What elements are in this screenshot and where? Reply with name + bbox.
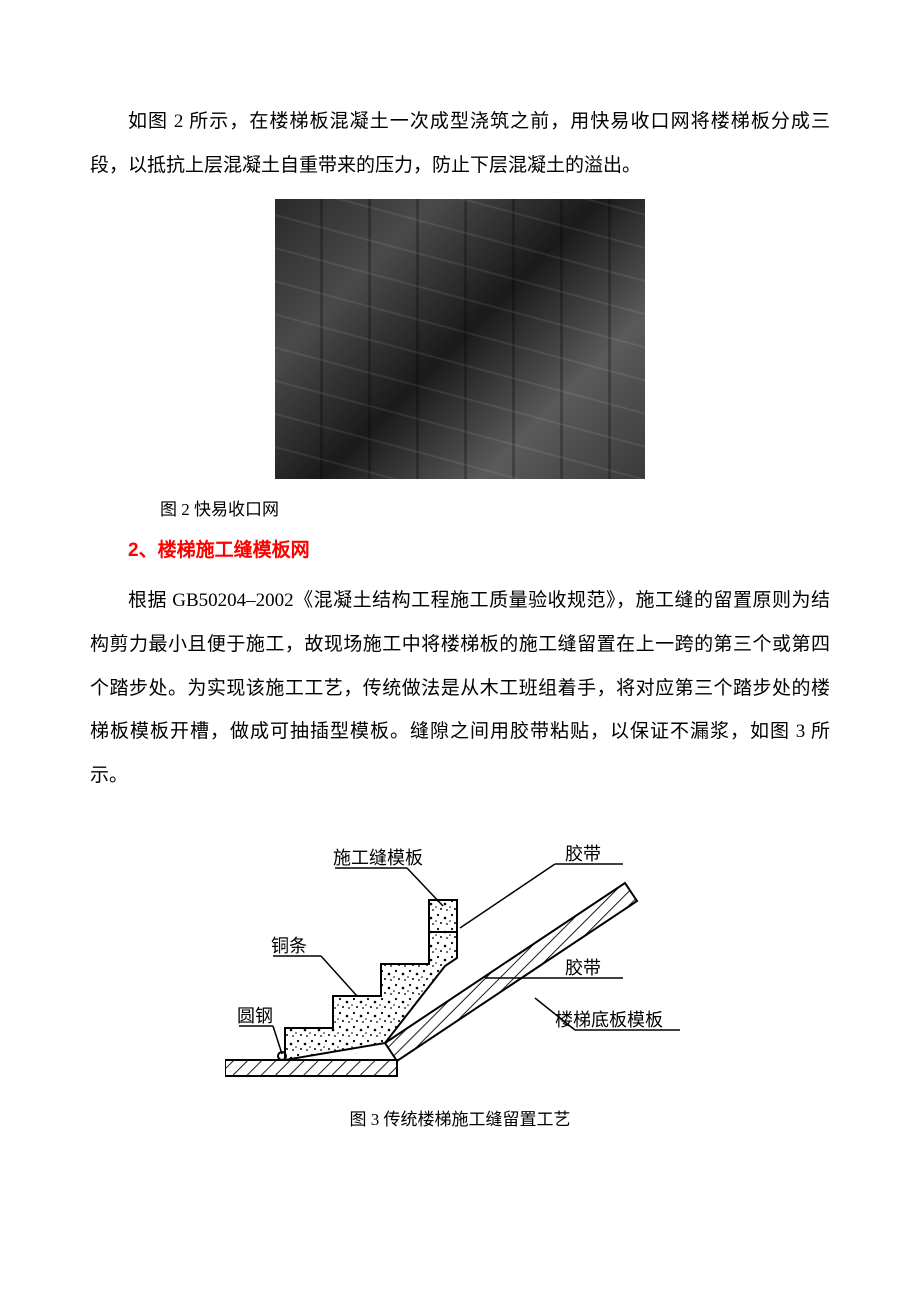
figure-2-container (90, 199, 830, 488)
label-joint-form: 施工缝模板 (333, 848, 423, 868)
label-tape-1: 胶带 (565, 844, 601, 864)
figure-2-caption: 图 2 快易收口网 (90, 496, 830, 523)
figure-2-image (275, 199, 645, 479)
figure-3-caption: 图 3 传统楼梯施工缝留置工艺 (90, 1105, 830, 1130)
figure-3-diagram: 施工缝模板 胶带 铜条 胶带 圆钢 楼梯底板模板 (225, 828, 695, 1098)
section-heading-2: 2、楼梯施工缝模板网 (90, 530, 830, 572)
label-copper: 铜条 (271, 936, 307, 956)
figure-3-container: 施工缝模板 胶带 铜条 胶带 圆钢 楼梯底板模板 图 3 传统楼梯施工缝留置工艺 (90, 828, 830, 1130)
paragraph-1: 如图 2 所示，在楼梯板混凝土一次成型浇筑之前，用快易收口网将楼梯板分成三段，以… (90, 100, 830, 187)
label-round-steel: 圆钢 (237, 1006, 273, 1026)
paragraph-2: 根据 GB50204–2002《混凝土结构工程施工质量验收规范》，施工缝的留置原… (90, 579, 830, 797)
label-tape-2: 胶带 (565, 958, 601, 978)
label-bottom-form: 楼梯底板模板 (555, 1010, 663, 1030)
